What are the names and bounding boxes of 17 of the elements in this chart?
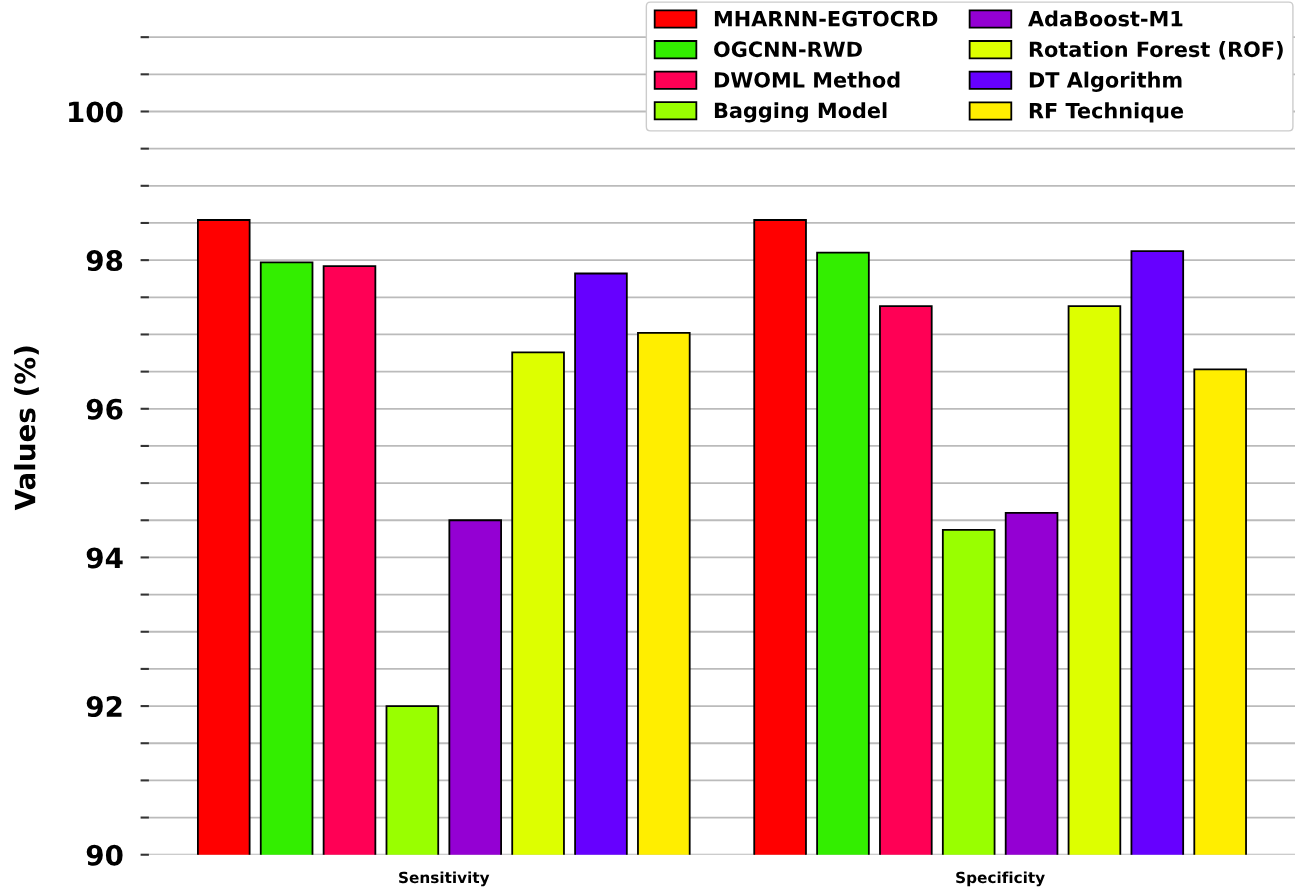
y-tick-label: 90 bbox=[86, 844, 123, 866]
legend-label: OGCNN-RWD bbox=[714, 41, 862, 58]
y-tick-label: 100 bbox=[69, 101, 123, 123]
x-tick-label: Sensitivity bbox=[399, 871, 490, 887]
y-tick-label: 94 bbox=[86, 547, 123, 569]
y-tick-label: 98 bbox=[86, 250, 123, 272]
legend-label: DWOML Method bbox=[714, 71, 900, 88]
y-tick-label: 92 bbox=[86, 696, 122, 718]
legend-label: MHARNN-EGTOCRD bbox=[714, 10, 938, 27]
y-axis-title: Values (%) bbox=[14, 346, 39, 511]
y-tick-label: 96 bbox=[86, 398, 123, 420]
legend-label: AdaBoost-M1 bbox=[1028, 10, 1183, 27]
legend-label: Bagging Model bbox=[714, 102, 887, 123]
legend-label: RF Technique bbox=[1029, 102, 1184, 123]
legend-label: DT Algorithm bbox=[1029, 71, 1182, 92]
x-tick-label: Specificity bbox=[956, 871, 1045, 887]
legend-label: Rotation Forest (ROF) bbox=[1029, 41, 1283, 60]
